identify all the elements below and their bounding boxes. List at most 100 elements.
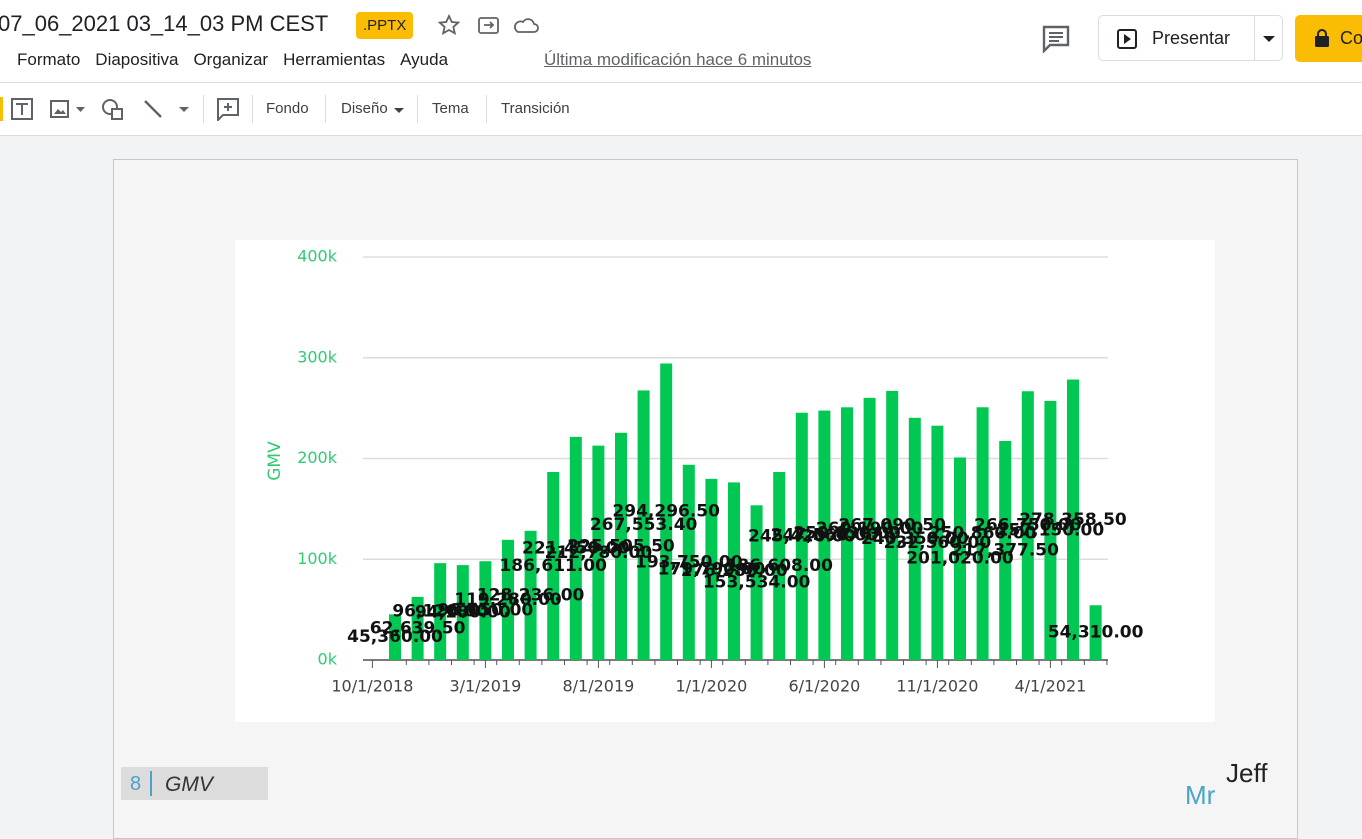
bar bbox=[705, 478, 718, 660]
toolbar: Fondo Diseño Tema Transición bbox=[0, 83, 1362, 136]
bar bbox=[863, 397, 876, 660]
bar bbox=[479, 561, 492, 660]
document-title[interactable]: 07_06_2021 03_14_03 PM CEST bbox=[0, 11, 329, 36]
separator bbox=[325, 95, 326, 123]
toolbar-button[interactable]: Diseño bbox=[341, 100, 388, 117]
share-button[interactable]: Co bbox=[1295, 15, 1362, 62]
share-label: Co bbox=[1340, 28, 1362, 48]
bar bbox=[502, 539, 514, 660]
logo: Mr bbox=[1185, 780, 1216, 810]
value-label: 128,236.00 bbox=[477, 585, 585, 605]
y-tick-label: 0k bbox=[318, 650, 338, 669]
value-label: 62,639.50 bbox=[370, 618, 466, 638]
value-label: 294,296.50 bbox=[612, 502, 720, 522]
menu-item[interactable]: Ayuda bbox=[400, 50, 449, 69]
bar bbox=[524, 530, 537, 660]
y-tick-label: 300k bbox=[297, 347, 338, 366]
menu-item[interactable]: Herramientas bbox=[283, 50, 386, 69]
x-tick-label: 4/1/2021 bbox=[1014, 677, 1086, 696]
value-label: 179,790.00 bbox=[658, 559, 766, 579]
bar bbox=[1044, 400, 1057, 660]
slide-title: GMV bbox=[165, 773, 213, 796]
value-label: 119,280.00 bbox=[454, 590, 562, 610]
x-tick-label: 11/1/2020 bbox=[896, 677, 978, 696]
value-label: 217,377.50 bbox=[951, 540, 1059, 560]
y-axis-label: GMV bbox=[265, 441, 285, 481]
bar bbox=[841, 407, 853, 660]
slide-number: 8 bbox=[130, 773, 142, 795]
bar bbox=[547, 471, 560, 660]
footer-divider bbox=[150, 771, 152, 796]
x-tick-label: 1/1/2020 bbox=[675, 677, 747, 696]
bar bbox=[1067, 379, 1079, 660]
top-bar: 07_06_2021 03_14_03 PM CEST .PPTX Format… bbox=[0, 0, 1362, 83]
bar bbox=[931, 425, 944, 660]
separator bbox=[252, 95, 253, 123]
separator bbox=[417, 95, 418, 123]
comment-add-icon[interactable] bbox=[216, 97, 240, 121]
menu-bar: Formato Diapositiva Organizar Herramientas A… bbox=[17, 50, 463, 70]
bar bbox=[818, 410, 831, 660]
bar bbox=[999, 440, 1012, 660]
menu-item[interactable]: Formato bbox=[17, 50, 81, 69]
value-label: 278,358.50 bbox=[1019, 510, 1127, 530]
bar bbox=[750, 505, 763, 660]
value-label: 153,534.00 bbox=[703, 573, 811, 593]
dropdown-arrow[interactable] bbox=[1262, 35, 1276, 43]
menu-item[interactable]: Diapositiva bbox=[95, 50, 179, 69]
logo: Jeff bbox=[1226, 758, 1268, 788]
separator bbox=[1254, 16, 1255, 60]
value-label: 212,780.00 bbox=[545, 543, 653, 563]
value-label: 225,505.50 bbox=[567, 536, 675, 556]
dropdown-arrow[interactable] bbox=[393, 107, 405, 115]
x-tick-label: 8/1/2019 bbox=[562, 677, 634, 696]
present-button[interactable]: Presentar bbox=[1098, 15, 1283, 61]
separator bbox=[486, 95, 487, 123]
toolbar-button[interactable]: Tema bbox=[432, 100, 469, 117]
bar bbox=[886, 390, 899, 660]
bar bbox=[954, 457, 966, 660]
lock-icon bbox=[1315, 29, 1329, 47]
x-tick-label: 6/1/2020 bbox=[788, 677, 860, 696]
value-label: 94,180.00 bbox=[415, 603, 511, 623]
comments-icon[interactable] bbox=[1041, 25, 1071, 53]
file-badge: .PPTX bbox=[356, 12, 414, 39]
toolbar-button[interactable]: Transición bbox=[501, 100, 570, 117]
last-modified[interactable]: Última modificación hace 6 minutos bbox=[544, 50, 812, 69]
bar bbox=[615, 432, 627, 660]
value-label: 201,020.00 bbox=[906, 549, 1014, 569]
chart: GMV 0k 100k 200k 300k 400k 10/1/2018 3/1/2019 8… bbox=[235, 240, 1215, 722]
y-tick-label: 400k bbox=[297, 247, 338, 266]
slide-footer: 8 GMV bbox=[121, 767, 268, 800]
bar bbox=[592, 445, 605, 660]
bar bbox=[1021, 391, 1034, 660]
y-tick-label: 200k bbox=[297, 448, 338, 467]
bar bbox=[434, 563, 447, 660]
toolbar-button[interactable]: Fondo bbox=[266, 100, 309, 117]
value-label: 193,750.00 bbox=[635, 552, 743, 572]
bar bbox=[908, 417, 921, 660]
bar bbox=[660, 363, 673, 660]
value-label: 267,090.50 bbox=[838, 515, 946, 535]
menu-item[interactable]: Organizar bbox=[193, 50, 269, 69]
value-label: 186,611.00 bbox=[499, 556, 607, 576]
value-label: 257,150.00 bbox=[997, 520, 1105, 540]
title-icons[interactable] bbox=[438, 13, 548, 39]
toolbar-icons[interactable] bbox=[0, 95, 200, 123]
value-label: 240,350.00 bbox=[861, 529, 969, 549]
bar bbox=[728, 482, 740, 660]
bar bbox=[389, 614, 401, 660]
value-label: 186,608.00 bbox=[725, 556, 833, 576]
value-label: 232,560.00 bbox=[884, 533, 992, 553]
bar bbox=[456, 565, 469, 660]
bar bbox=[682, 464, 695, 660]
bar bbox=[773, 471, 786, 660]
present-icon bbox=[1117, 29, 1137, 49]
value-label: 96,120.00 bbox=[392, 602, 488, 622]
bar bbox=[1089, 605, 1102, 660]
separator bbox=[203, 95, 204, 123]
x-tick-label: 10/1/2018 bbox=[331, 677, 413, 696]
value-label: 266,750.00 bbox=[974, 516, 1082, 536]
value-label: 221,450.00 bbox=[522, 538, 630, 558]
